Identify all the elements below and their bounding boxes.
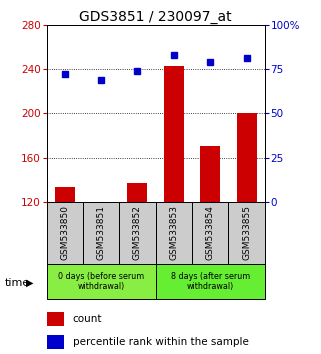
- Bar: [156, 202, 192, 264]
- Bar: [47, 312, 64, 326]
- Text: 0 days (before serum
withdrawal): 0 days (before serum withdrawal): [58, 272, 144, 291]
- Bar: [192, 202, 229, 264]
- Text: time: time: [5, 278, 30, 288]
- Text: GSM533851: GSM533851: [97, 205, 106, 260]
- Text: count: count: [73, 314, 102, 324]
- Text: GSM533853: GSM533853: [169, 205, 178, 260]
- Bar: [47, 335, 64, 349]
- Bar: [127, 183, 148, 202]
- Bar: [200, 147, 220, 202]
- Text: ▶: ▶: [26, 278, 34, 288]
- Text: GSM533850: GSM533850: [60, 205, 69, 260]
- Bar: [83, 202, 119, 264]
- Text: GSM533852: GSM533852: [133, 205, 142, 260]
- Title: GDS3851 / 230097_at: GDS3851 / 230097_at: [79, 10, 232, 24]
- Bar: [164, 66, 184, 202]
- Bar: [55, 187, 75, 202]
- Text: percentile rank within the sample: percentile rank within the sample: [73, 337, 249, 347]
- Text: GSM533855: GSM533855: [242, 205, 251, 260]
- Text: GSM533854: GSM533854: [206, 205, 215, 260]
- Bar: [119, 202, 156, 264]
- Bar: [156, 264, 265, 299]
- Bar: [47, 264, 156, 299]
- Text: 8 days (after serum
withdrawal): 8 days (after serum withdrawal): [171, 272, 250, 291]
- Bar: [47, 202, 83, 264]
- Bar: [229, 202, 265, 264]
- Bar: [237, 113, 257, 202]
